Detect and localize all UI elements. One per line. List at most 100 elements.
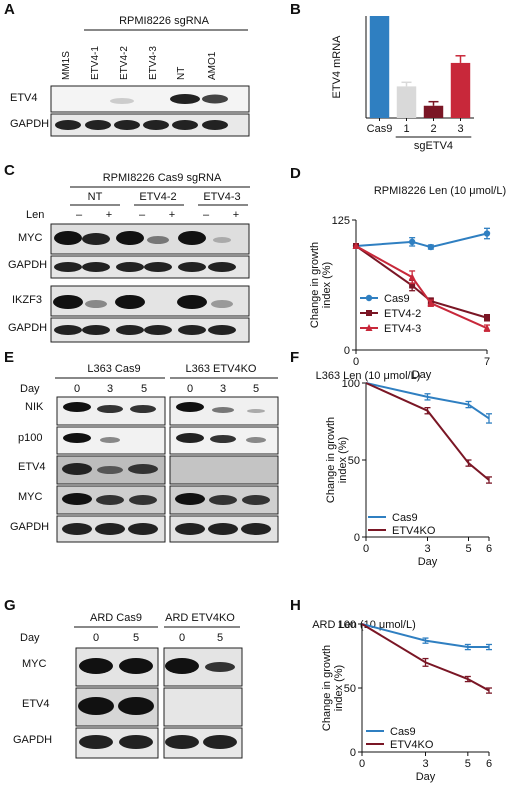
lane-label: AMO1	[207, 51, 218, 80]
blot-band	[63, 433, 91, 443]
blot-band	[100, 437, 120, 443]
blot-band	[97, 405, 123, 413]
x-tick-label: 5	[465, 758, 471, 770]
bar	[423, 105, 444, 118]
blot-row-label: GAPDH	[8, 322, 47, 334]
x-tick-label: 2	[430, 123, 436, 135]
panel-c: C RPMI8226 Cas9 sgRNA NT ETV4-2 ETV4-3 L…	[4, 162, 250, 343]
blot-band	[176, 402, 204, 412]
series-line	[355, 245, 488, 319]
lane-label: ETV4-3	[148, 46, 159, 80]
blot-band	[172, 120, 198, 130]
treatment-mark: +	[169, 209, 175, 221]
blot-band	[62, 493, 92, 505]
blot-row-label: ETV4	[10, 92, 38, 104]
data-point	[408, 238, 416, 246]
etv4-blot-ko	[169, 455, 279, 485]
panel-d-letter: D	[290, 165, 301, 182]
lane-label: ETV4-2	[119, 46, 130, 80]
panel-a: A RPMI8226 sgRNA MM1S ETV4-1 ETV4-2 ETV4…	[4, 1, 250, 137]
treatment-mark: +	[106, 209, 112, 221]
blot-band	[213, 237, 231, 243]
blot-row-label: IKZF3	[12, 294, 42, 306]
blot-band	[165, 658, 199, 674]
y-tick-label: 50	[344, 683, 356, 695]
y-tick-label: 50	[348, 455, 360, 467]
panel-b-bar-chart: B ETV4 mRNA sgETV4 Cas9 1 2 3	[290, 1, 474, 152]
ikzf3-blot	[50, 285, 250, 317]
blot-band	[208, 325, 236, 335]
blot-band	[78, 697, 114, 715]
group-label: ARD ETV4KO	[165, 612, 235, 624]
y-tick-label: 0	[354, 532, 360, 544]
x-tick-label: 5	[465, 543, 471, 555]
blot-band	[116, 231, 144, 245]
blot-band	[208, 523, 238, 535]
blot-band	[54, 325, 82, 335]
blot-band	[175, 493, 205, 505]
blot-band	[211, 300, 233, 308]
y-axis-label-line: index (%)	[337, 437, 349, 483]
blot-band	[209, 495, 237, 505]
blot-band	[175, 523, 205, 535]
blot-band	[79, 735, 113, 749]
blot-band	[85, 120, 111, 130]
blot-band	[205, 662, 235, 672]
x-axis-label: Day	[418, 556, 438, 568]
blot-band	[144, 325, 172, 335]
data-point	[427, 243, 435, 251]
blot-band	[130, 405, 156, 413]
series-line	[365, 382, 490, 481]
y-axis-label: ETV4 mRNA	[331, 35, 343, 99]
blot-band	[128, 523, 158, 535]
blot-row-label: ETV4	[18, 461, 46, 473]
day-value: 5	[133, 632, 139, 644]
legend-marker	[366, 310, 372, 316]
x-tick-label: Cas9	[367, 123, 393, 135]
x-tick-label: 3	[422, 758, 428, 770]
y-axis-label-line: Change in growth	[325, 417, 337, 503]
blot-band	[55, 120, 81, 130]
lane-label: NT	[176, 67, 187, 80]
legend-marker	[365, 294, 373, 302]
blot-band	[110, 98, 134, 104]
blot-band	[62, 523, 92, 535]
day-value: 0	[187, 383, 193, 395]
day-value: 0	[93, 632, 99, 644]
y-tick-label: 100	[342, 378, 360, 390]
blot-row-label: GAPDH	[10, 118, 49, 130]
x-axis-label: Day	[416, 771, 436, 783]
blot-band	[82, 233, 110, 245]
data-point	[409, 282, 416, 289]
blot-band	[144, 262, 172, 272]
series-line	[361, 623, 490, 692]
blot-band	[79, 658, 113, 674]
blot-band	[114, 120, 140, 130]
blot-band	[178, 262, 206, 272]
data-point	[483, 324, 491, 332]
blot-band	[147, 236, 169, 244]
chart-title: RPMI8226 Len (10 μmol/L)	[374, 185, 506, 197]
blot-row-label: MYC	[22, 658, 47, 670]
series-line	[355, 232, 488, 249]
blot-row-label: GAPDH	[8, 259, 47, 271]
legend-label: ETV4KO	[390, 739, 434, 751]
blot-band	[85, 300, 107, 308]
blot-band	[54, 262, 82, 272]
blot-row-label: MYC	[18, 491, 43, 503]
blot-band	[115, 295, 145, 309]
x-axis-label: Day	[412, 369, 432, 381]
legend-marker	[365, 324, 373, 331]
data-point	[352, 242, 360, 249]
blot-band	[247, 409, 265, 413]
blot-band	[178, 325, 206, 335]
y-axis-label-line: index (%)	[333, 665, 345, 711]
legend-label: Cas9	[392, 512, 418, 524]
bar	[396, 86, 417, 118]
day-value: 5	[253, 383, 259, 395]
day-value: 3	[107, 383, 113, 395]
y-axis-label: Change in growthindex (%)	[309, 242, 333, 328]
y-axis-label: Change in growthindex (%)	[321, 645, 345, 731]
day-label: Day	[20, 632, 40, 644]
blot-band	[53, 295, 83, 309]
